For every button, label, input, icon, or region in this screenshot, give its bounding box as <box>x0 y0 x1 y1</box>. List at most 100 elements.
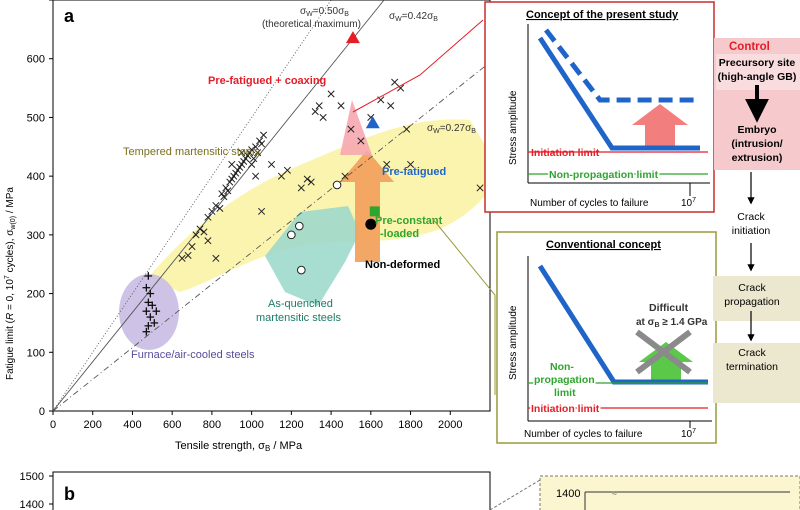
tempered-point <box>188 243 196 251</box>
tempered-point <box>311 108 319 116</box>
quenched-point <box>296 265 306 275</box>
quenched-point <box>332 180 342 190</box>
present-solid-curve <box>537 36 700 151</box>
panel-b-inset-tick: 1400 <box>556 488 580 500</box>
conventional-nonprop-1: Non- <box>550 361 574 373</box>
tempered-point <box>208 207 216 215</box>
nondeformed-label: Non-deformed <box>365 259 440 271</box>
panel-b-frame <box>52 471 491 510</box>
furnace-point <box>144 298 153 307</box>
tempered-point <box>387 102 395 110</box>
nondeformed-marker <box>365 218 377 230</box>
tempered-point <box>303 175 311 183</box>
panel-a-label: a <box>64 6 75 26</box>
precursory-line-2: (high-angle GB) <box>718 71 797 83</box>
inset-present-frame <box>484 1 715 213</box>
tempered-point <box>283 166 291 174</box>
y-tick-label: 500 <box>27 112 45 124</box>
svg-text:≈: ≈ <box>612 488 617 498</box>
furnace-point <box>142 283 151 292</box>
panel-b-inset <box>539 475 800 510</box>
inset-present-study: Concept of the present study Stress ampl… <box>484 1 715 213</box>
precursory-line-1: Precursory site <box>719 57 796 69</box>
crack-term-line-2: termination <box>726 361 778 373</box>
panel-b-ytick-1400: 1400 <box>20 499 44 510</box>
tempered-point <box>277 172 285 180</box>
tempered-point <box>184 251 192 259</box>
x-tick-label: 200 <box>84 419 102 431</box>
ratio-042-label: σW=0.42σB <box>389 11 438 23</box>
tempered-point <box>315 102 323 110</box>
ratio-line <box>52 0 385 412</box>
tempered-point <box>200 228 208 236</box>
tempered-point <box>252 172 260 180</box>
tempered-point <box>204 237 212 245</box>
x-tick-label: 1800 <box>398 419 422 431</box>
furnace-point <box>142 327 151 336</box>
furnace-point <box>146 289 155 298</box>
crack-init-line-1: Crack <box>737 211 765 223</box>
y-axis-label: Fatigue limit (R = 0, 107 cycles), σw(0)… <box>4 187 17 380</box>
panel-b-ytick-1500: 1500 <box>20 471 44 483</box>
x-tick-label: 1600 <box>359 419 383 431</box>
x-tick-label: 600 <box>163 419 181 431</box>
tempered-point <box>238 149 246 157</box>
connector-present <box>352 19 484 113</box>
prefatigued-marker <box>365 116 380 129</box>
prefatigued-label: Pre-fatigued <box>382 166 446 178</box>
tempered-point <box>178 254 186 262</box>
tempered-point <box>267 160 276 168</box>
present-initiation-label: Initiation limit <box>531 147 600 159</box>
preconstant-label-2: -loaded <box>380 228 419 240</box>
tempered-point <box>406 160 415 168</box>
present-ylabel: Stress amplitude <box>508 90 519 165</box>
y-tick-label: 200 <box>27 289 45 301</box>
conventional-curve <box>537 264 708 385</box>
tempered-point <box>228 160 236 168</box>
tempered-point <box>319 113 327 121</box>
ratio-050-label: σW=0.50σB <box>300 6 349 18</box>
tempered-point <box>337 102 345 110</box>
tempered-point <box>204 213 212 221</box>
conventional-xlabel: Number of cycles to failure <box>524 429 643 440</box>
preconstant-marker <box>369 206 380 217</box>
ratio-lines <box>52 0 491 412</box>
preconstant-label-1: Pre-constant <box>375 215 443 227</box>
y-tick-label: 0 <box>39 406 45 418</box>
present-up-arrow <box>632 104 688 150</box>
tempered-point <box>212 254 220 262</box>
y-tick-label: 100 <box>27 347 45 359</box>
ratio-050-sub: (theoretical maximum) <box>262 19 361 30</box>
x-tick-label: 2000 <box>438 419 462 431</box>
inset-conventional: Conventional concept Stress amplitude Nu… <box>496 231 717 444</box>
tempered-point <box>248 146 256 154</box>
quenched-point <box>287 230 296 240</box>
conventional-title: Conventional concept <box>546 239 661 251</box>
y-tick-label: 600 <box>27 54 45 66</box>
tempered-point <box>258 140 266 148</box>
tempered-point <box>357 137 365 145</box>
tempered-point <box>391 78 399 86</box>
termination-box <box>713 343 800 403</box>
present-dashed-curve <box>544 28 700 103</box>
tempered-point <box>250 154 258 163</box>
furnace-label: Furnace/air-cooled steels <box>131 349 255 361</box>
conventional-nonprop-3: limit <box>554 387 576 399</box>
x-axis-label: Tensile strength, σB / MPa <box>175 440 303 453</box>
furnace-point <box>142 307 151 315</box>
crack-prop-line-2: propagation <box>724 296 780 308</box>
panel-a: a Tempered martensitic steels As-quenche… <box>4 0 500 453</box>
present-xlabel: Number of cycles to failure <box>530 198 649 209</box>
tempered-point <box>403 125 411 133</box>
furnace-point <box>146 313 155 321</box>
furnace-point <box>148 301 157 310</box>
tempered-point <box>254 149 262 157</box>
tempered-point <box>216 204 224 212</box>
tempered-point <box>260 131 268 139</box>
embryo-line-3: extrusion) <box>732 152 783 164</box>
tempered-point <box>248 160 256 168</box>
ratio-027-label: σW=0.27σB <box>427 123 476 135</box>
tempered-point <box>327 90 335 98</box>
quenched-region <box>265 206 360 306</box>
